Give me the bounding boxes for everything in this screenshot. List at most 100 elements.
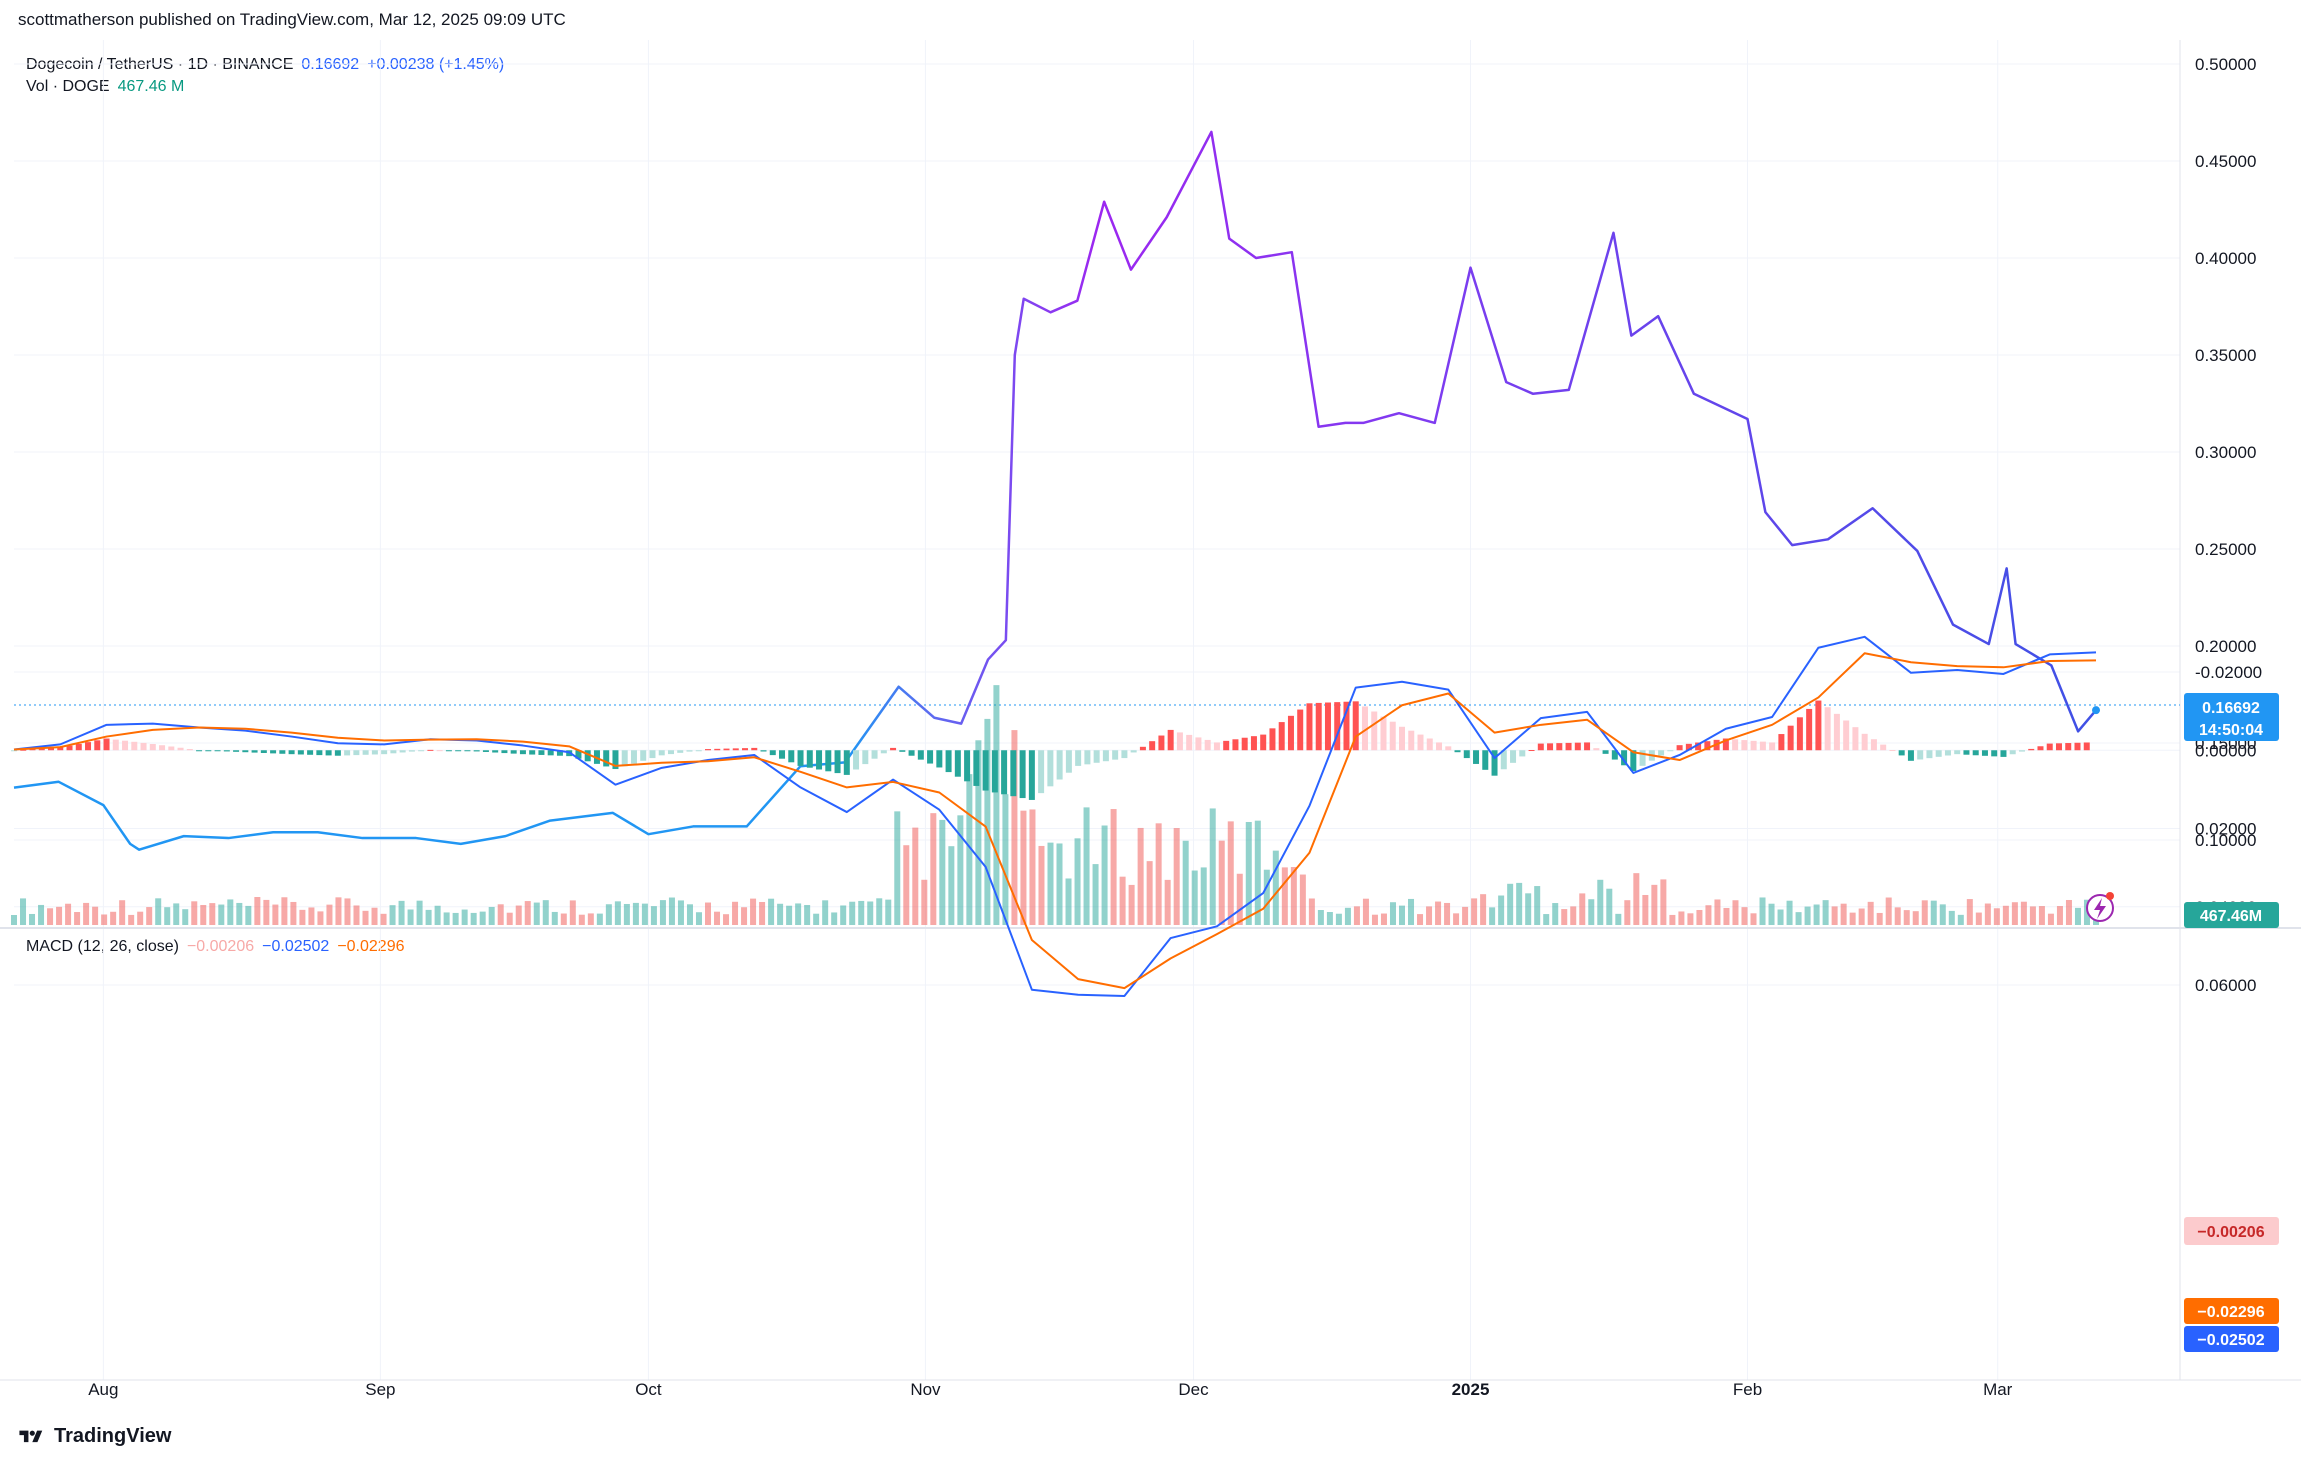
volume-bar <box>515 905 522 925</box>
histogram-bar <box>686 750 693 752</box>
volume-bar <box>380 913 387 925</box>
histogram-bar <box>1861 733 1868 751</box>
macd-legend[interactable]: MACD (12, 26, close) −0.00206 −0.02502 −0.0… <box>26 938 405 956</box>
histogram-bar <box>260 750 267 753</box>
histogram-bar <box>862 750 869 765</box>
volume-bar <box>1426 906 1433 925</box>
histogram-bar <box>871 750 878 759</box>
histogram-bar <box>1158 735 1165 751</box>
volume-bar <box>551 911 558 925</box>
volume-bar <box>705 902 711 925</box>
histogram-bar <box>1361 706 1368 751</box>
histogram-bar <box>658 750 665 756</box>
volume-bar <box>2011 902 2018 925</box>
histogram-bar <box>1584 742 1591 751</box>
volume-bar <box>119 900 126 925</box>
histogram-bar <box>1972 750 1979 756</box>
histogram-bar <box>732 748 739 751</box>
signal-line <box>13 652 2097 990</box>
volume-bar <box>939 819 946 925</box>
histogram-bar <box>1778 734 1785 751</box>
histogram-bar <box>1695 742 1702 751</box>
histogram-bar <box>445 750 452 752</box>
volume-bar <box>1966 899 1973 925</box>
histogram-bar <box>1389 721 1396 751</box>
histogram-bar <box>575 750 582 759</box>
volume-bar <box>695 912 702 925</box>
volume-bar <box>479 911 486 925</box>
hist-tag-bg <box>2184 1217 2279 1245</box>
histogram-bar <box>1917 750 1924 760</box>
volume-bar <box>632 902 639 925</box>
histogram-bar <box>2065 743 2072 751</box>
histogram-bar <box>723 748 730 751</box>
volume-bar <box>1119 876 1126 925</box>
volume-bar <box>1669 914 1676 925</box>
volume-bar <box>173 903 180 925</box>
histogram-bar <box>1611 750 1618 760</box>
volume-bar <box>1146 861 1153 925</box>
histogram-bar <box>1630 750 1637 771</box>
histogram-bar <box>630 750 637 764</box>
volume-bar <box>975 740 982 925</box>
histogram-bar <box>899 750 906 752</box>
volume-bar <box>83 902 90 925</box>
volume-bar <box>587 913 594 925</box>
histogram-bar <box>1001 750 1008 795</box>
histogram-bar <box>492 750 499 753</box>
time-axis[interactable]: Aug Sep Oct Nov Dec 2025 Feb Mar <box>88 1380 2012 1399</box>
volume-bar <box>353 905 360 925</box>
histogram-bar <box>954 750 961 777</box>
volume-bar <box>921 879 928 925</box>
histogram-bar <box>964 750 971 782</box>
price-axis[interactable]: 0.100000.150000.200000.250000.300000.350… <box>2195 55 2262 995</box>
price-series-line <box>13 130 2097 851</box>
volume-bar <box>1948 910 1955 925</box>
volume-bar <box>506 912 513 925</box>
histogram-bar <box>1019 750 1026 799</box>
volume-bar <box>1101 825 1108 925</box>
histogram-bar <box>1250 736 1257 751</box>
volume-bar <box>578 914 585 925</box>
histogram-bar <box>316 750 323 756</box>
histogram-bar <box>399 750 406 753</box>
histogram-bar <box>2018 750 2025 752</box>
flash-icon[interactable] <box>2086 892 2114 922</box>
histogram-bar <box>1399 726 1405 751</box>
volume-bar <box>1209 808 1216 925</box>
tradingview-logo[interactable]: TradingView <box>16 1425 171 1448</box>
volume-bar <box>137 911 144 925</box>
volume-bar <box>569 900 576 925</box>
volume-bar <box>822 900 829 925</box>
hist-tag-text: −0.00206 <box>2197 1224 2264 1241</box>
histogram-bar <box>112 739 119 751</box>
volume-bar <box>1840 903 1847 925</box>
tradingview-logo-icon <box>19 1430 43 1442</box>
price-tag-countdown: 14:50:04 <box>2199 722 2263 739</box>
volume-bar <box>1254 820 1261 925</box>
histogram-bar <box>223 750 230 752</box>
volume-bar <box>1092 864 1099 925</box>
volume-bar <box>1471 898 1478 925</box>
volume-bar <box>1804 906 1811 925</box>
volume-bar <box>1110 809 1117 925</box>
histogram-bar <box>242 750 249 753</box>
volume-bar <box>1831 906 1838 925</box>
histogram-bar <box>1010 750 1017 797</box>
volume-bar <box>1056 843 1063 925</box>
volume-legend[interactable]: Vol · DOGE 467.46 M <box>26 78 184 96</box>
volume-bar <box>1903 910 1910 925</box>
volume-bar <box>272 904 279 925</box>
volume-bar <box>254 897 261 925</box>
histogram-bar <box>1556 743 1563 751</box>
histogram-bar <box>695 750 702 752</box>
histogram-bar <box>427 749 434 751</box>
histogram-bar <box>1186 734 1193 751</box>
macd-signal-value: −0.02296 <box>337 938 405 955</box>
histogram-bar <box>853 750 860 770</box>
last-price-dot <box>2092 706 2100 715</box>
volume-bar <box>668 897 675 925</box>
histogram-bar <box>1880 744 1887 751</box>
volume-bar <box>1651 884 1658 925</box>
